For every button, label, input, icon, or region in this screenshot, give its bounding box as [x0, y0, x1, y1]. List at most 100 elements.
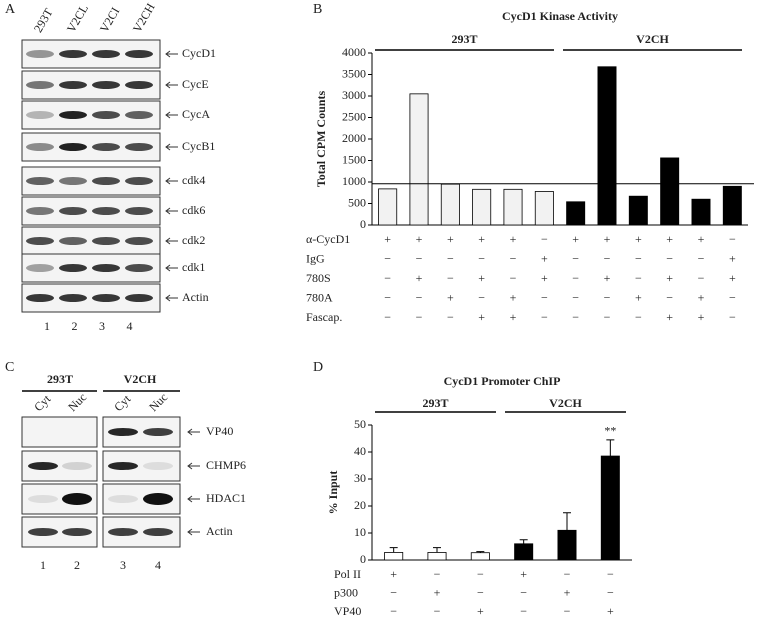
y-axis-label: Total CPM Counts: [314, 91, 328, 188]
band: [92, 143, 120, 151]
band: [59, 50, 87, 58]
condition-sign: +: [698, 290, 705, 304]
condition-sign: −: [729, 290, 736, 304]
row-label: CycA: [182, 107, 210, 121]
row-label: Actin: [206, 524, 233, 538]
band: [92, 207, 120, 215]
condition-sign: +: [416, 271, 423, 285]
band: [59, 264, 87, 272]
row-label: CycB1: [182, 139, 215, 153]
condition-sign: +: [434, 585, 441, 599]
condition-sign: +: [729, 251, 736, 265]
band: [62, 493, 92, 505]
band: [143, 528, 173, 536]
y-tick-label: 500: [348, 195, 366, 209]
panel-label: B: [313, 2, 322, 17]
condition-sign: +: [510, 232, 517, 246]
row-label: cdk1: [182, 260, 205, 274]
lane-number: 1: [44, 319, 50, 333]
lane-label: Cyt: [111, 391, 134, 414]
bar: [534, 191, 554, 226]
condition-sign: +: [572, 232, 579, 246]
row-label: Actin: [182, 290, 209, 304]
condition-sign: −: [447, 310, 454, 324]
y-tick-label: 3000: [342, 88, 366, 102]
band: [59, 207, 87, 215]
band: [28, 495, 58, 503]
lane-number: 1: [40, 558, 46, 572]
condition-sign: +: [510, 290, 517, 304]
lane-number: 3: [99, 319, 105, 333]
band: [125, 143, 153, 151]
condition-sign: −: [434, 567, 441, 581]
condition-sign: −: [698, 251, 705, 265]
row-label: cdk4: [182, 173, 205, 187]
group-label: 293T: [47, 372, 73, 386]
band: [26, 111, 54, 119]
y-tick-label: 2500: [342, 109, 366, 123]
bar: [597, 66, 617, 226]
y-axis-label: % Input: [326, 471, 340, 515]
bar: [472, 188, 492, 226]
group-label: 293T: [422, 396, 448, 410]
condition-sign: −: [390, 585, 397, 599]
y-tick-label: 0: [360, 217, 366, 231]
bar: [628, 195, 648, 226]
condition-sign: −: [635, 271, 642, 285]
condition-sign: +: [698, 310, 705, 324]
condition-sign: +: [390, 567, 397, 581]
band: [125, 81, 153, 89]
condition-label: VP40: [334, 604, 361, 618]
row-label: CycD1: [182, 46, 216, 60]
band: [92, 50, 120, 58]
lane-number: 4: [155, 558, 161, 572]
band: [26, 50, 54, 58]
condition-label: Pol II: [334, 567, 361, 581]
condition-sign: −: [572, 251, 579, 265]
condition-sign: −: [564, 567, 571, 581]
band: [92, 264, 120, 272]
band: [125, 264, 153, 272]
band: [59, 294, 87, 302]
condition-sign: +: [607, 604, 614, 618]
condition-sign: −: [604, 251, 611, 265]
condition-label: 780S: [306, 271, 331, 285]
condition-sign: −: [520, 585, 527, 599]
arrow: [165, 81, 178, 89]
row-label: cdk2: [182, 233, 205, 247]
y-tick-label: 40: [354, 444, 366, 458]
condition-sign: −: [447, 251, 454, 265]
group-label: V2CH: [124, 372, 157, 386]
arrow: [165, 50, 178, 58]
lane-label: V2CL: [64, 2, 91, 35]
condition-sign: −: [384, 271, 391, 285]
condition-sign: −: [541, 290, 548, 304]
lane-label: V2CI: [97, 5, 122, 35]
band: [108, 462, 138, 470]
arrow: [165, 264, 178, 272]
lane-number: 3: [120, 558, 126, 572]
error-bar: [606, 439, 615, 457]
bar: [503, 188, 523, 226]
y-tick-label: 3500: [342, 66, 366, 80]
condition-sign: +: [698, 232, 705, 246]
bar: [427, 552, 447, 561]
group-label: 293T: [451, 32, 477, 46]
condition-sign: +: [541, 251, 548, 265]
condition-sign: −: [384, 251, 391, 265]
band: [26, 237, 54, 245]
group-label: V2CH: [549, 396, 582, 410]
condition-sign: +: [478, 271, 485, 285]
band: [125, 207, 153, 215]
lane-number: 2: [72, 319, 78, 333]
band: [59, 81, 87, 89]
bar: [384, 552, 404, 561]
lane-label: Nuc: [146, 390, 170, 414]
band: [59, 237, 87, 245]
condition-sign: +: [416, 232, 423, 246]
band: [59, 177, 87, 185]
y-tick-label: 1500: [342, 152, 366, 166]
bar: [514, 543, 534, 561]
panel-label: D: [313, 360, 323, 375]
